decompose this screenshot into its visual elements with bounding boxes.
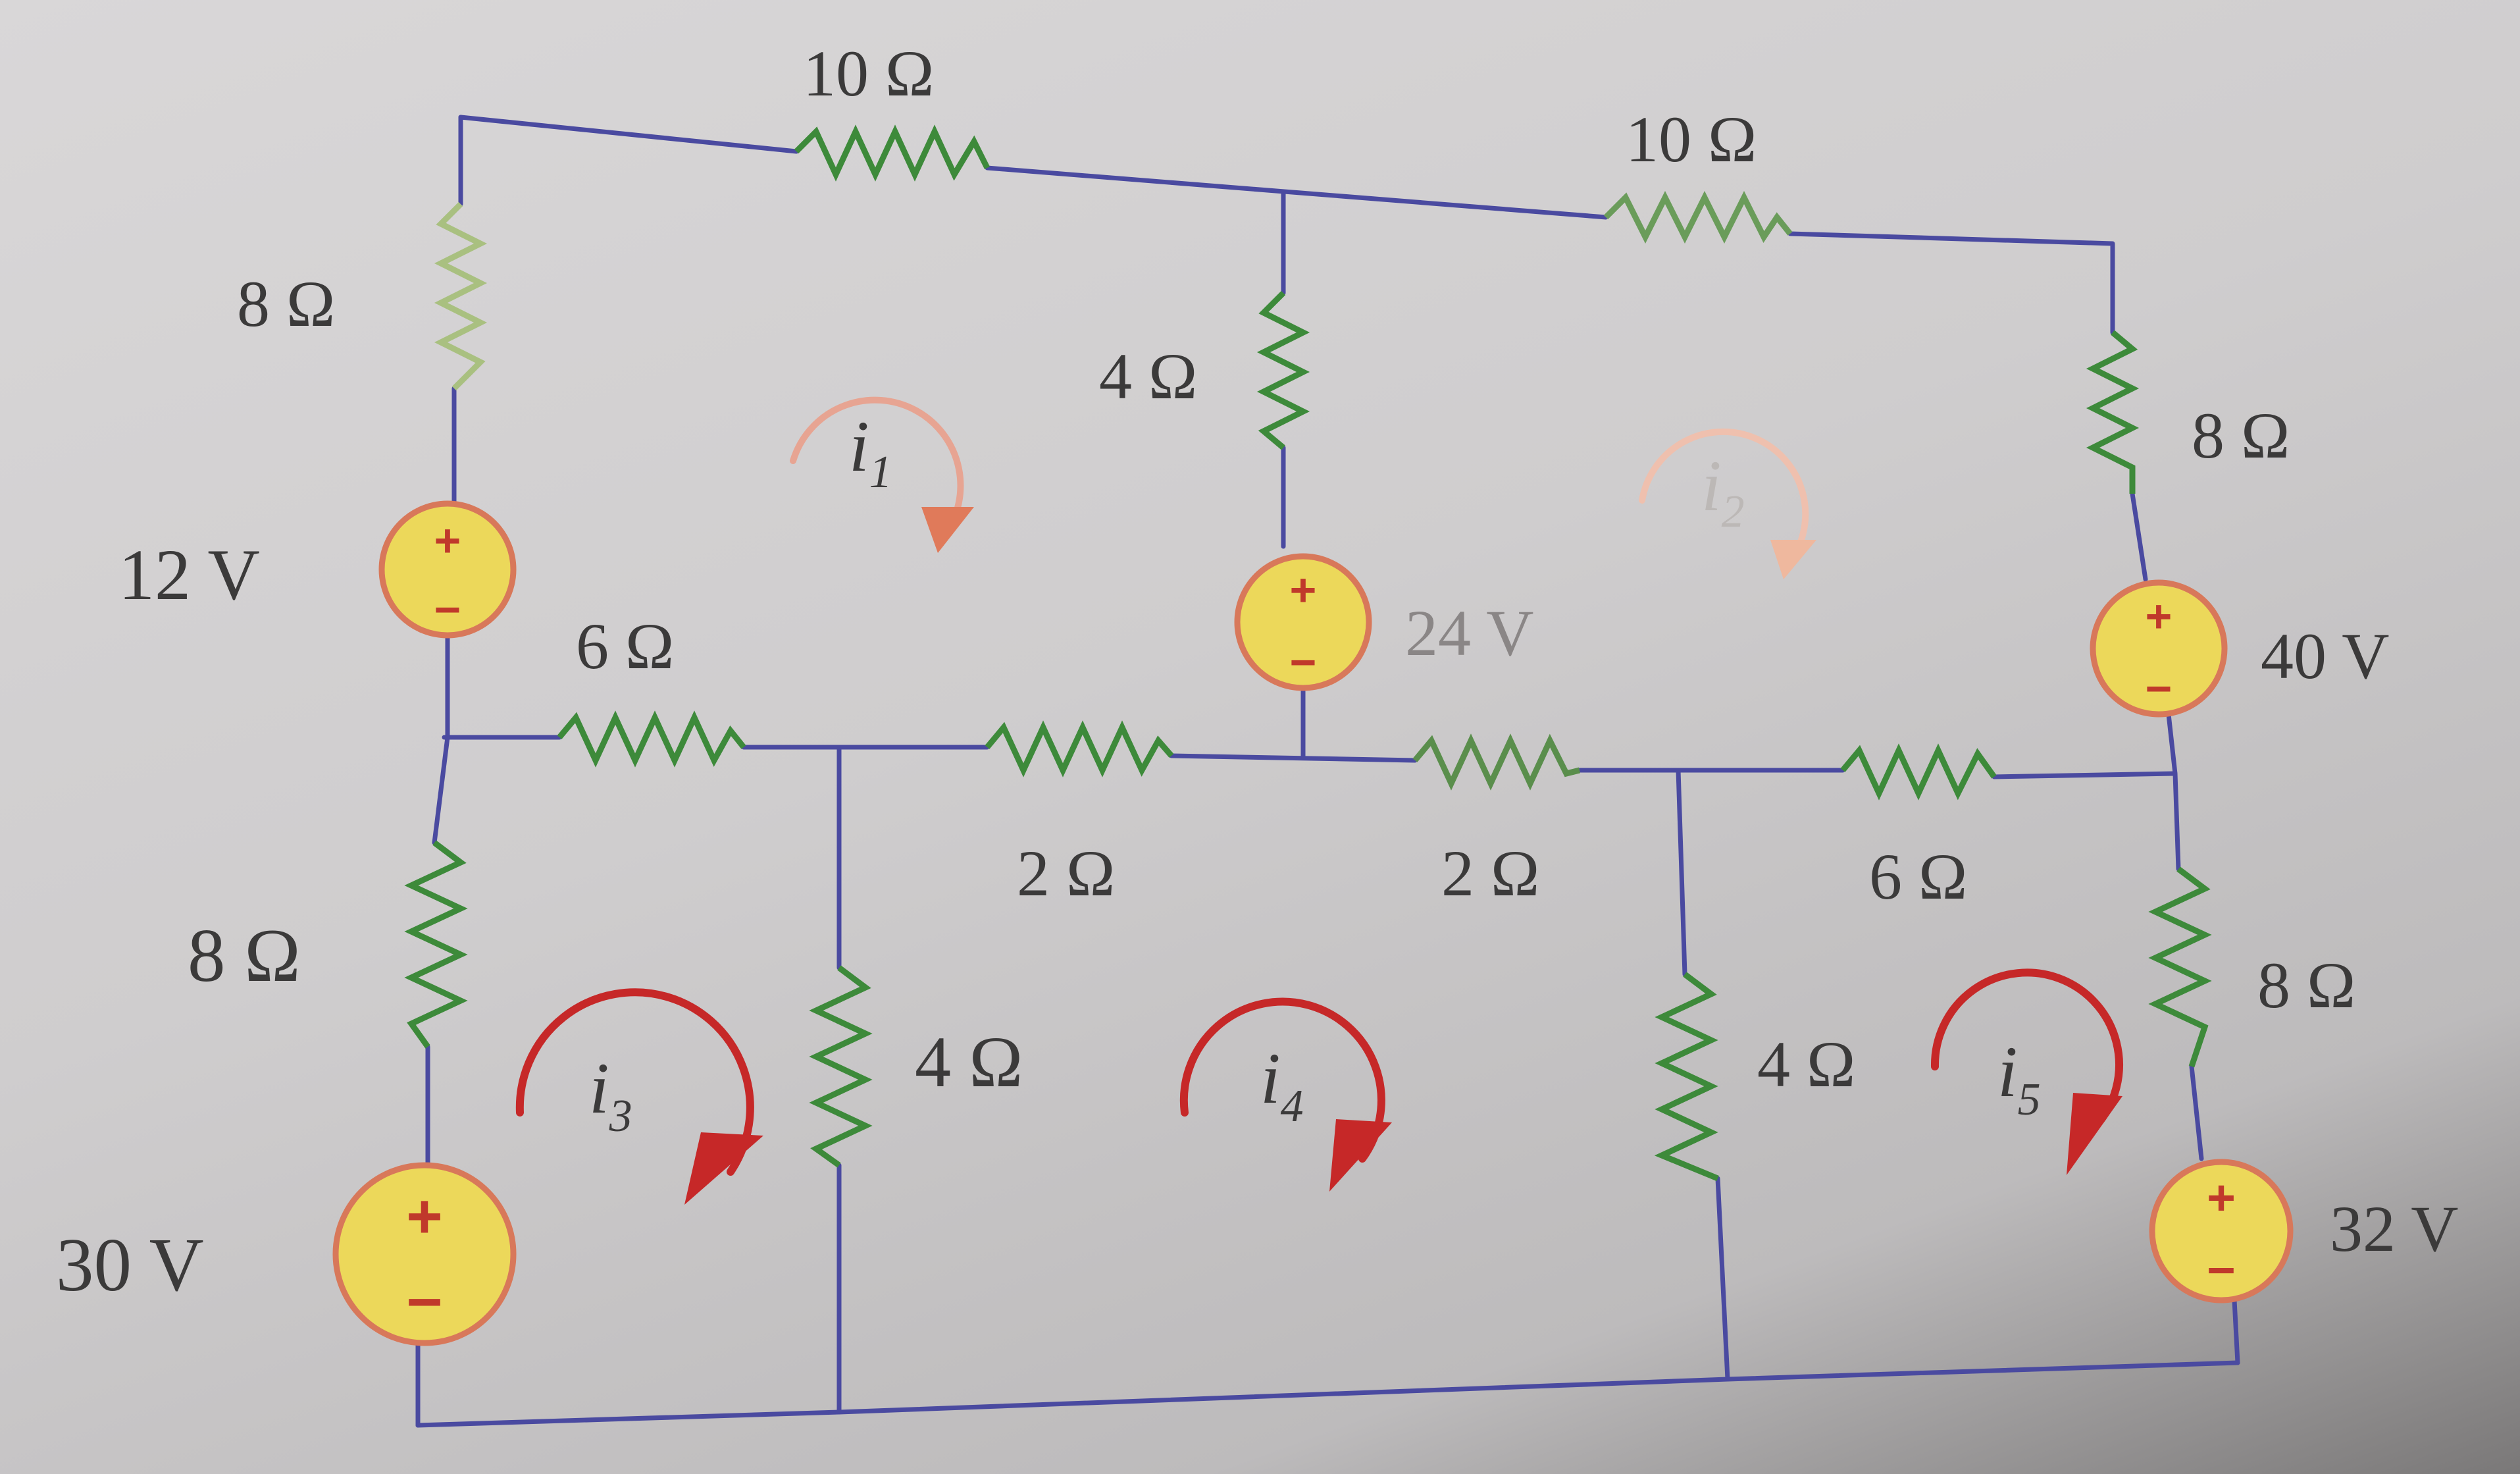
resistor-lower-4-left	[809, 965, 873, 1168]
wire-right-4	[2232, 1298, 2240, 1365]
source-24v-minus: −	[1290, 637, 1317, 688]
wire-top-right	[1787, 231, 2115, 335]
mesh-i5-label: i5	[1997, 1032, 2041, 1125]
mesh-i3-arc	[515, 988, 754, 1176]
label-v-40: 40 V	[2261, 619, 2389, 693]
wire-top-middle	[985, 165, 1608, 220]
source-12v: + −	[378, 500, 517, 639]
label-v-30: 30 V	[56, 1223, 204, 1307]
source-12v-body	[378, 500, 517, 639]
source-40v-minus: −	[2146, 663, 2173, 714]
mesh-i4-arc	[1179, 997, 1385, 1163]
source-30v-minus: −	[406, 1267, 442, 1337]
wire-mid-5	[1992, 771, 2178, 779]
mesh-i5-arc	[1930, 968, 2123, 1130]
mesh-i3: i3	[515, 988, 763, 1205]
label-r-center-4: 4 Ω	[1099, 340, 1197, 413]
label-r-top-left-10: 10 Ω	[803, 37, 934, 110]
resistor-mid-6-left	[557, 710, 746, 768]
source-12v-minus: −	[434, 584, 461, 635]
source-40v: + −	[2090, 579, 2228, 718]
source-12v-plus: +	[434, 515, 461, 566]
mesh-i1-label: i1	[849, 406, 892, 498]
label-r-mid-2-b: 2 Ω	[1441, 837, 1539, 910]
label-r-top-right-10: 10 Ω	[1626, 103, 1757, 176]
source-32v-body	[2149, 1159, 2294, 1303]
label-v-32: 32 V	[2330, 1192, 2458, 1265]
resistor-mid-2-a	[985, 720, 1174, 777]
wire-right-1	[2130, 491, 2148, 582]
mesh-i1-arc	[790, 396, 964, 543]
label-r-lower-4-right: 4 Ω	[1757, 1028, 1855, 1101]
wire-right-3	[2189, 1064, 2204, 1161]
source-30v-plus: +	[406, 1182, 442, 1251]
label-r-right-lower-8: 8 Ω	[2257, 949, 2355, 1022]
resistor-top-right-10	[1603, 190, 1793, 244]
resistor-mid-2-b	[1412, 733, 1581, 791]
label-r-left-upper-8: 8 Ω	[237, 267, 335, 340]
label-r-right-upper-8: 8 Ω	[2192, 399, 2290, 472]
resistor-left-upper-8	[434, 201, 488, 391]
resistor-top-left-10	[794, 124, 990, 182]
label-r-mid-2-a: 2 Ω	[1017, 837, 1115, 910]
source-40v-plus: +	[2146, 591, 2173, 642]
source-32v-plus: +	[2207, 1170, 2236, 1225]
mesh-i3-arrowhead	[684, 1132, 763, 1205]
labels: 10 Ω 10 Ω 8 Ω 4 Ω 8 Ω 6 Ω 2 Ω 2 Ω 6 Ω 8 …	[56, 37, 2458, 1307]
mesh-i4-arrowhead	[1329, 1119, 1392, 1192]
wire-right-2	[2166, 712, 2181, 872]
wire-top-corner	[458, 115, 799, 154]
wires	[415, 115, 2240, 1428]
source-32v-minus: −	[2207, 1242, 2236, 1298]
mesh-i5: i5	[1930, 968, 2123, 1175]
source-24v-body	[1234, 553, 1372, 691]
label-v-24: 24 V	[1405, 596, 1533, 670]
mesh-i2-arc	[1639, 428, 1809, 569]
mesh-i2-label: i2	[1701, 446, 1745, 537]
mesh-i2: i2	[1639, 428, 1816, 579]
mesh-i4-label: i4	[1260, 1038, 1304, 1132]
resistor-center-4	[1256, 290, 1310, 450]
source-30v: + −	[332, 1162, 517, 1346]
mesh-i4: i4	[1179, 997, 1392, 1192]
source-40v-body	[2090, 579, 2228, 718]
mesh-i1-arrowhead	[921, 507, 974, 553]
source-30v-body	[332, 1162, 517, 1346]
source-32v: + −	[2149, 1159, 2294, 1303]
resistor-lower-4-right	[1654, 972, 1719, 1182]
label-r-mid-6-right: 6 Ω	[1869, 840, 1967, 913]
resistor-right-upper-8	[2086, 330, 2140, 494]
source-24v-plus: +	[1290, 564, 1317, 616]
resistor-right-lower-8	[2148, 866, 2212, 1068]
wire-mid-3	[1169, 753, 1418, 763]
source-24v: + −	[1234, 553, 1372, 691]
label-r-mid-6-left: 6 Ω	[576, 610, 674, 683]
wire-lower-right-branch-b	[1715, 1176, 1730, 1382]
resistor-left-lower-8	[404, 840, 468, 1049]
resistor-mid-6-right	[1840, 743, 1997, 801]
wire-lower-right-branch	[1676, 768, 1687, 977]
resistors	[404, 124, 2212, 1182]
wire-bottom	[415, 1360, 2240, 1428]
mesh-i3-label: i3	[589, 1048, 632, 1142]
label-v-12: 12 V	[118, 535, 260, 615]
mesh-i2-arrowhead	[1770, 540, 1816, 579]
mesh-i5-arrowhead	[2067, 1093, 2122, 1175]
mesh-i1: i1	[790, 396, 974, 553]
label-r-left-lower-8: 8 Ω	[188, 914, 301, 997]
label-r-lower-4-left: 4 Ω	[915, 1022, 1023, 1102]
